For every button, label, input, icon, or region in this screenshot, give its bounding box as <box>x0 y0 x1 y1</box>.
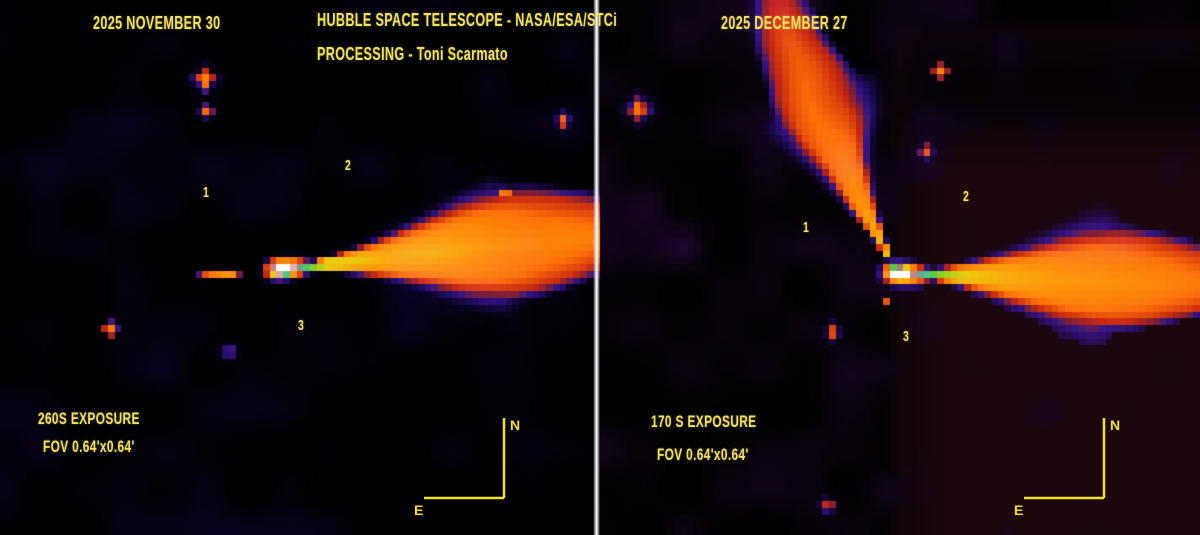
svg-text:N: N <box>510 417 520 433</box>
svg-text:E: E <box>1014 502 1023 518</box>
svg-text:N: N <box>1110 417 1120 433</box>
svg-text:E: E <box>414 502 423 518</box>
